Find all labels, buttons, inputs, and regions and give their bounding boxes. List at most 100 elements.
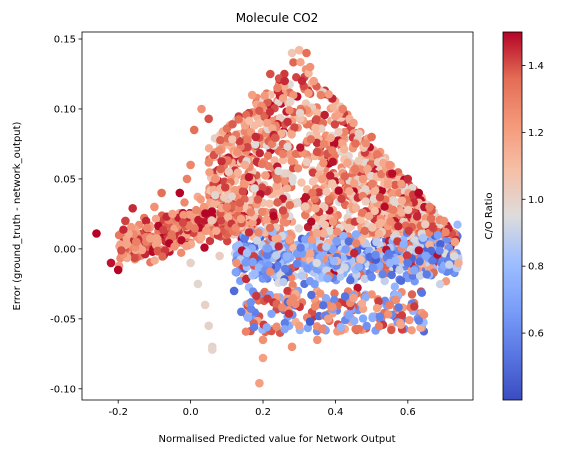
cloud-point bbox=[416, 270, 425, 279]
cloud-point bbox=[328, 302, 337, 311]
cloud-point bbox=[395, 266, 404, 275]
cloud-point bbox=[397, 276, 406, 285]
data-point bbox=[385, 160, 395, 170]
cloud-point bbox=[297, 178, 306, 187]
cloud-point bbox=[372, 304, 382, 313]
cloud-point bbox=[369, 263, 378, 272]
cloud-point bbox=[217, 157, 226, 166]
cloud-point bbox=[248, 257, 257, 267]
cloud-point bbox=[329, 257, 339, 266]
cloud-point bbox=[312, 115, 321, 124]
cloud-point bbox=[280, 318, 289, 328]
cloud-point bbox=[324, 90, 333, 99]
cloud-point bbox=[261, 171, 270, 180]
x-tick-label: 0.0 bbox=[183, 407, 199, 418]
cloud-point bbox=[296, 243, 305, 252]
cloud-point bbox=[428, 256, 437, 265]
cloud-point bbox=[296, 58, 305, 67]
data-point bbox=[316, 90, 326, 100]
cloud-point bbox=[246, 298, 255, 307]
cloud-point bbox=[306, 135, 316, 144]
data-point bbox=[294, 45, 304, 55]
y-axis-ticks: -0.10 -0.05 0.00 0.05 0.10 0.15 bbox=[50, 34, 82, 395]
cloud-point bbox=[318, 174, 327, 184]
cloud-point bbox=[449, 252, 459, 261]
cloud-point bbox=[285, 106, 294, 115]
x-tick-label: 0.4 bbox=[327, 407, 343, 418]
cloud-point bbox=[252, 236, 262, 245]
data-point bbox=[403, 174, 413, 184]
colorbar-tick-label: 1.0 bbox=[528, 195, 544, 206]
cloud-point bbox=[328, 146, 337, 155]
cloud-point bbox=[257, 159, 267, 169]
cloud-point bbox=[363, 164, 372, 174]
cloud-point bbox=[242, 274, 251, 284]
cloud-point bbox=[170, 242, 179, 251]
cloud-point bbox=[235, 198, 245, 208]
cloud-point bbox=[205, 236, 215, 246]
cloud-point bbox=[243, 136, 252, 145]
cloud-point bbox=[316, 289, 325, 298]
cloud-point bbox=[305, 276, 315, 286]
cloud-point bbox=[177, 236, 186, 245]
cloud-point bbox=[445, 260, 454, 269]
cloud-point bbox=[399, 240, 408, 249]
cloud-point bbox=[394, 303, 403, 312]
cloud-point bbox=[254, 263, 263, 272]
cloud-point bbox=[119, 225, 128, 234]
cloud-point bbox=[354, 129, 363, 138]
cloud-point bbox=[216, 136, 225, 145]
cloud-point bbox=[297, 76, 307, 86]
cloud-point bbox=[231, 223, 240, 232]
data-point bbox=[193, 279, 203, 289]
cloud-point bbox=[380, 202, 389, 211]
cloud-point bbox=[441, 227, 450, 237]
cloud-point bbox=[320, 220, 330, 230]
cloud-point bbox=[373, 151, 382, 160]
cloud-point bbox=[233, 168, 242, 177]
cloud-point bbox=[328, 217, 338, 226]
cloud-point bbox=[324, 195, 333, 204]
cloud-point bbox=[197, 233, 206, 242]
cloud-point bbox=[263, 294, 272, 303]
cloud-point bbox=[274, 166, 283, 176]
cloud-point bbox=[433, 231, 442, 240]
cloud-point bbox=[414, 316, 424, 325]
cloud-point bbox=[307, 235, 317, 245]
plot-frame bbox=[81, 31, 474, 401]
x-tick-label: -0.2 bbox=[108, 407, 128, 418]
data-point bbox=[302, 48, 311, 58]
cloud-point bbox=[368, 313, 377, 323]
cloud-point bbox=[278, 156, 288, 165]
cloud-point bbox=[228, 135, 237, 144]
cloud-point bbox=[251, 140, 260, 149]
cloud-point bbox=[388, 169, 397, 178]
cloud-point bbox=[326, 133, 335, 143]
cloud-point bbox=[367, 179, 377, 188]
cloud-point bbox=[252, 291, 261, 301]
cloud-point bbox=[177, 248, 186, 257]
cloud-point bbox=[330, 289, 339, 298]
cloud-point bbox=[378, 270, 387, 279]
cloud-point bbox=[286, 97, 295, 106]
cloud-point bbox=[326, 171, 335, 180]
data-point bbox=[132, 237, 141, 247]
cloud-point bbox=[267, 309, 276, 319]
data-point bbox=[323, 314, 333, 324]
cloud-point bbox=[224, 213, 233, 222]
cloud-point bbox=[255, 106, 264, 116]
cloud-point bbox=[241, 258, 250, 267]
cloud-point bbox=[350, 248, 359, 258]
cloud-point bbox=[372, 237, 381, 247]
cloud-point bbox=[199, 202, 209, 212]
cloud-point bbox=[293, 164, 303, 173]
data-point bbox=[189, 125, 199, 135]
cloud-point bbox=[280, 325, 289, 334]
cloud-point bbox=[319, 158, 328, 168]
cloud-point bbox=[320, 110, 329, 120]
cloud-point bbox=[294, 224, 304, 233]
data-point bbox=[367, 272, 376, 282]
y-tick-label: -0.05 bbox=[50, 314, 76, 325]
cloud-point bbox=[235, 136, 244, 146]
cloud-point bbox=[287, 157, 296, 166]
